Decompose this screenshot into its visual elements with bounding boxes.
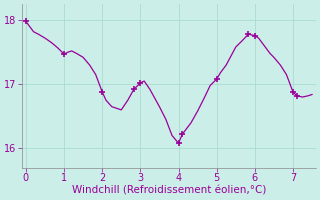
X-axis label: Windchill (Refroidissement éolien,°C): Windchill (Refroidissement éolien,°C): [72, 186, 266, 196]
